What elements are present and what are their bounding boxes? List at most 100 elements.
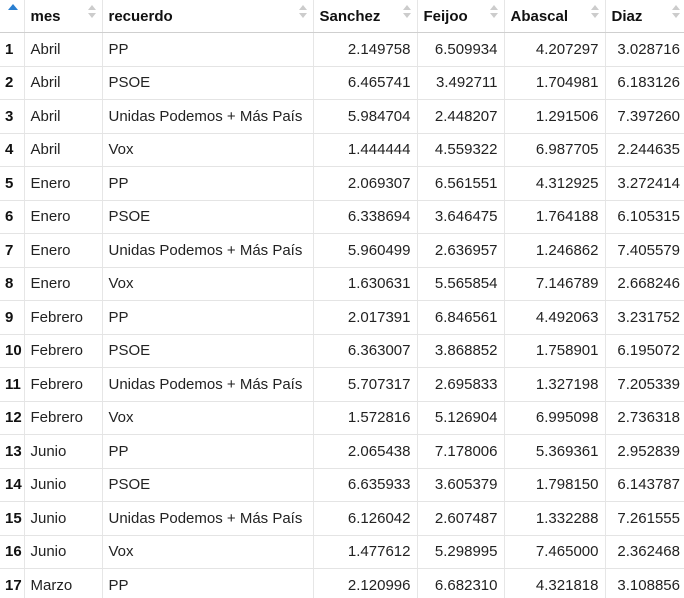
column-header-mes[interactable]: mes xyxy=(24,0,103,33)
table-row[interactable]: 14 Junio PSOE 6.635933 3.605379 1.798150 6.143… xyxy=(0,468,684,502)
table-row[interactable]: 5 Enero PP 2.069307 6.561551 4.312925 3.272414 xyxy=(0,166,684,201)
cell-mes: Febrero xyxy=(24,334,103,368)
cell-mes: Abril xyxy=(24,32,103,67)
cell-mes: Enero xyxy=(24,267,103,301)
cell-diaz: 6.195072 xyxy=(605,334,684,368)
cell-feijoo: 2.607487 xyxy=(417,501,505,536)
table-row[interactable]: 8 Enero Vox 1.630631 5.565854 7.146789 2.66824… xyxy=(0,267,684,301)
cell-feijoo: 6.846561 xyxy=(417,300,505,335)
sort-icon[interactable] xyxy=(402,5,411,21)
cell-mes: Junio xyxy=(24,535,103,569)
column-header-label: recuerdo xyxy=(108,7,173,25)
cell-feijoo: 6.509934 xyxy=(417,32,505,67)
cell-mes: Febrero xyxy=(24,300,103,335)
cell-recuerdo: Unidas Podemos + Más País xyxy=(102,367,314,402)
table-row[interactable]: 3 Abril Unidas Podemos + Más País 5.984704 2… xyxy=(0,99,684,134)
header-row: mes recuerdo Sanchez Feijoo Abascal xyxy=(0,0,684,33)
cell-feijoo: 4.559322 xyxy=(417,133,505,167)
cell-mes: Abril xyxy=(24,66,103,100)
sort-icon[interactable] xyxy=(298,5,307,21)
table-row[interactable]: 15 Junio Unidas Podemos + Más País 6.126042… xyxy=(0,501,684,536)
cell-mes: Enero xyxy=(24,233,103,268)
cell-sanchez: 5.707317 xyxy=(313,367,418,402)
column-header-feijoo[interactable]: Feijoo xyxy=(417,0,505,33)
table-row[interactable]: 1 Abril PP 2.149758 6.509934 4.207297 3.028716 xyxy=(0,32,684,67)
table-row[interactable]: 13 Junio PP 2.065438 7.178006 5.369361 2.95283… xyxy=(0,434,684,469)
cell-diaz: 3.108856 xyxy=(605,568,684,598)
cell-abascal: 7.146789 xyxy=(504,267,606,301)
sort-icon[interactable] xyxy=(489,5,498,21)
cell-abascal: 7.465000 xyxy=(504,535,606,569)
cell-feijoo: 6.682310 xyxy=(417,568,505,598)
sort-icon[interactable] xyxy=(671,5,680,21)
table-row[interactable]: 6 Enero PSOE 6.338694 3.646475 1.764188 6.1053… xyxy=(0,200,684,234)
cell-recuerdo: PP xyxy=(102,568,314,598)
row-index-cell: 12 xyxy=(0,401,25,435)
row-index-cell: 9 xyxy=(0,300,25,335)
table-row[interactable]: 16 Junio Vox 1.477612 5.298995 7.465000 2.3624… xyxy=(0,535,684,569)
table-row[interactable]: 10 Febrero PSOE 6.363007 3.868852 1.758901 6.1… xyxy=(0,334,684,368)
cell-abascal: 5.369361 xyxy=(504,434,606,469)
cell-recuerdo: Vox xyxy=(102,401,314,435)
cell-feijoo: 7.178006 xyxy=(417,434,505,469)
sort-icon[interactable] xyxy=(87,5,96,21)
cell-recuerdo: Unidas Podemos + Más País xyxy=(102,233,314,268)
table-row[interactable]: 9 Febrero PP 2.017391 6.846561 4.492063 3.2317… xyxy=(0,300,684,335)
sort-icon[interactable] xyxy=(590,5,599,21)
cell-feijoo: 3.492711 xyxy=(417,66,505,100)
cell-recuerdo: PSOE xyxy=(102,200,314,234)
cell-diaz: 3.272414 xyxy=(605,166,684,201)
cell-diaz: 2.668246 xyxy=(605,267,684,301)
cell-recuerdo: PP xyxy=(102,166,314,201)
index-column-header[interactable] xyxy=(0,0,25,33)
row-index-cell: 3 xyxy=(0,99,25,134)
cell-abascal: 4.207297 xyxy=(504,32,606,67)
row-index-cell: 16 xyxy=(0,535,25,569)
cell-diaz: 7.397260 xyxy=(605,99,684,134)
row-index-cell: 7 xyxy=(0,233,25,268)
cell-feijoo: 5.126904 xyxy=(417,401,505,435)
cell-mes: Febrero xyxy=(24,367,103,402)
cell-sanchez: 1.572816 xyxy=(313,401,418,435)
cell-abascal: 6.987705 xyxy=(504,133,606,167)
cell-feijoo: 2.448207 xyxy=(417,99,505,134)
cell-abascal: 4.321818 xyxy=(504,568,606,598)
table-row[interactable]: 11 Febrero Unidas Podemos + Más País 5.7073… xyxy=(0,367,684,402)
cell-diaz: 6.143787 xyxy=(605,468,684,502)
cell-sanchez: 1.444444 xyxy=(313,133,418,167)
cell-recuerdo: Vox xyxy=(102,267,314,301)
row-index-cell: 10 xyxy=(0,334,25,368)
row-index-cell: 4 xyxy=(0,133,25,167)
row-index-cell: 8 xyxy=(0,267,25,301)
cell-mes: Abril xyxy=(24,99,103,134)
cell-recuerdo: Vox xyxy=(102,535,314,569)
row-index-cell: 11 xyxy=(0,367,25,402)
table-row[interactable]: 2 Abril PSOE 6.465741 3.492711 1.704981 6.1831… xyxy=(0,66,684,100)
cell-sanchez: 6.338694 xyxy=(313,200,418,234)
sort-ascending-icon[interactable] xyxy=(8,4,18,10)
cell-diaz: 2.736318 xyxy=(605,401,684,435)
table-row[interactable]: 12 Febrero Vox 1.572816 5.126904 6.995098 2.73… xyxy=(0,401,684,435)
column-header-label: Sanchez xyxy=(319,7,381,25)
column-header-recuerdo[interactable]: recuerdo xyxy=(102,0,314,33)
column-header-abascal[interactable]: Abascal xyxy=(504,0,606,33)
column-header-label: Diaz xyxy=(611,7,643,25)
column-header-sanchez[interactable]: Sanchez xyxy=(313,0,418,33)
cell-diaz: 3.231752 xyxy=(605,300,684,335)
column-header-diaz[interactable]: Diaz xyxy=(605,0,684,33)
cell-recuerdo: PSOE xyxy=(102,468,314,502)
table-row[interactable]: 4 Abril Vox 1.444444 4.559322 6.987705 2.24463… xyxy=(0,133,684,167)
column-header-label: mes xyxy=(30,7,61,25)
cell-mes: Abril xyxy=(24,133,103,167)
row-index-cell: 17 xyxy=(0,568,25,598)
cell-mes: Junio xyxy=(24,434,103,469)
cell-diaz: 7.261555 xyxy=(605,501,684,536)
cell-abascal: 1.758901 xyxy=(504,334,606,368)
cell-sanchez: 2.120996 xyxy=(313,568,418,598)
cell-abascal: 1.798150 xyxy=(504,468,606,502)
table-row[interactable]: 17 Marzo PP 2.120996 6.682310 4.321818 3.10885… xyxy=(0,568,684,598)
table-row[interactable]: 7 Enero Unidas Podemos + Más País 5.960499 2… xyxy=(0,233,684,268)
cell-mes: Marzo xyxy=(24,568,103,598)
cell-diaz: 2.952839 xyxy=(605,434,684,469)
